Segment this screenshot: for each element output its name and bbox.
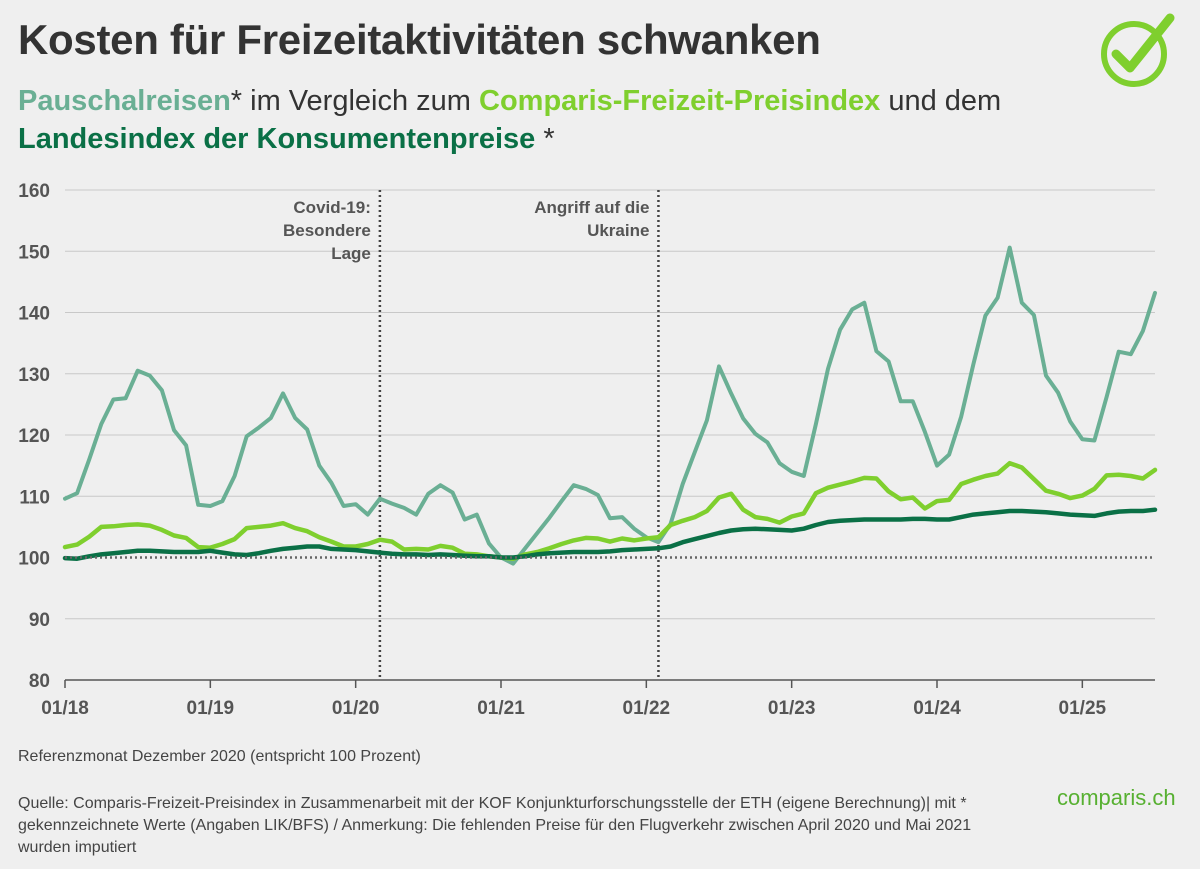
brand-logo: comparis.ch (1057, 785, 1176, 810)
x-tick-label: 01/21 (477, 698, 525, 719)
legend-freizeit-preisindex: Comparis-Freizeit-Preisindex (479, 85, 881, 117)
y-tick-label: 140 (18, 304, 50, 325)
event-label: Lage (331, 244, 371, 263)
x-tick-label: 01/19 (187, 698, 235, 719)
series-line-3 (62, 507, 1158, 561)
legend-landesindex: Landesindex der Konsumentenpreise (18, 123, 536, 155)
x-tick-label: 01/20 (332, 698, 380, 719)
series-line-2 (62, 460, 1158, 561)
event-label: Besondere (283, 221, 371, 240)
y-tick-label: 90 (29, 610, 50, 631)
y-tick-label: 110 (19, 487, 50, 508)
y-tick-label: 130 (18, 365, 50, 386)
series-line-1 (63, 245, 1157, 566)
reference-note: Referenzmonat Dezember 2020 (entspricht … (18, 748, 421, 765)
subtitle-text-1: * im Vergleich zum (230, 85, 479, 117)
legend-pauschalreisen: Pauschalreisen (18, 85, 231, 117)
event-label: Covid-19: (293, 198, 370, 217)
y-tick-label: 120 (18, 426, 50, 447)
event-label: Ukraine (587, 221, 649, 240)
x-tick-label: 01/22 (623, 698, 671, 719)
y-tick-label: 100 (18, 549, 50, 570)
subtitle-text-3: * (535, 123, 555, 155)
y-tick-label: 80 (29, 671, 50, 692)
source-note: Quelle: Comparis-Freizeit-Preisindex in … (18, 795, 972, 856)
y-tick-label: 150 (18, 242, 50, 263)
event-label: Angriff auf die (534, 198, 649, 217)
chart-subtitle: Pauschalreisen* im Vergleich zum Compari… (18, 82, 1068, 158)
line-chart: 80 90 100 110 120 130 140 150 160 01/18 01/19 01/20… (18, 181, 1158, 719)
chart-title: Kosten für Freizeitaktivitäten schwanken (18, 16, 821, 63)
x-tick-label: 01/24 (913, 698, 961, 719)
x-tick-label: 01/25 (1059, 698, 1107, 719)
subtitle-text-2: und dem (880, 85, 1002, 117)
check-circle-icon (1098, 10, 1178, 95)
x-tick-label: 01/23 (768, 698, 816, 719)
x-tick-label: 01/18 (41, 698, 89, 719)
y-tick-label: 160 (18, 181, 50, 202)
